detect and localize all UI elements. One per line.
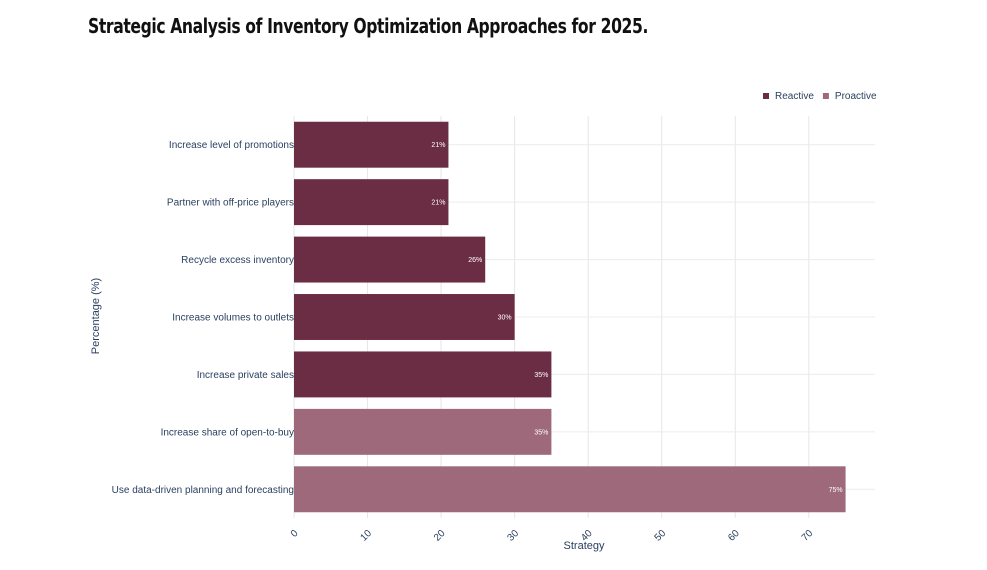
- bar-value-label: 30%: [498, 315, 512, 322]
- x-axis-title: Strategy: [564, 540, 605, 552]
- legend-label[interactable]: Proactive: [835, 91, 877, 102]
- bar-value-label: 21%: [431, 142, 445, 149]
- category-label: Partner with off-price players: [167, 198, 294, 209]
- bar-value-label: 35%: [534, 429, 548, 436]
- category-label: Use data-driven planning and forecasting: [112, 485, 294, 496]
- x-tick-label: 30: [506, 528, 522, 544]
- chart-title: Strategic Analysis of Inventory Optimiza…: [88, 14, 649, 38]
- x-tick-label: 70: [800, 528, 816, 544]
- category-label: Increase level of promotions: [169, 140, 294, 151]
- bar-value-label: 35%: [534, 372, 548, 379]
- bar[interactable]: [294, 236, 486, 283]
- x-tick-label: 20: [432, 528, 448, 544]
- legend-label[interactable]: Reactive: [775, 91, 814, 102]
- bar[interactable]: [294, 408, 552, 455]
- category-label: Increase share of open-to-buy: [161, 427, 294, 438]
- bar[interactable]: [294, 294, 515, 340]
- legend-swatch[interactable]: [822, 93, 829, 99]
- bar[interactable]: [294, 121, 449, 168]
- x-tick-label: 10: [358, 528, 374, 544]
- legend: Reactive Proactive: [763, 91, 877, 102]
- bar[interactable]: [294, 466, 846, 513]
- category-label: Increase volumes to outlets: [172, 313, 294, 324]
- x-tick-label: 50: [653, 528, 669, 544]
- bar-value-label: 21%: [431, 200, 445, 207]
- category-label: Increase private sales: [197, 370, 294, 381]
- x-tick-label: 60: [726, 528, 742, 544]
- bar-value-label: 75%: [829, 487, 843, 494]
- category-label: Recycle excess inventory: [181, 255, 294, 266]
- bar[interactable]: [294, 351, 552, 398]
- y-axis-title: Percentage (%): [90, 278, 102, 354]
- x-tick-label: 0: [289, 528, 301, 540]
- bar[interactable]: [294, 179, 449, 226]
- legend-swatch[interactable]: [763, 93, 769, 99]
- bar-value-label: 26%: [468, 257, 482, 264]
